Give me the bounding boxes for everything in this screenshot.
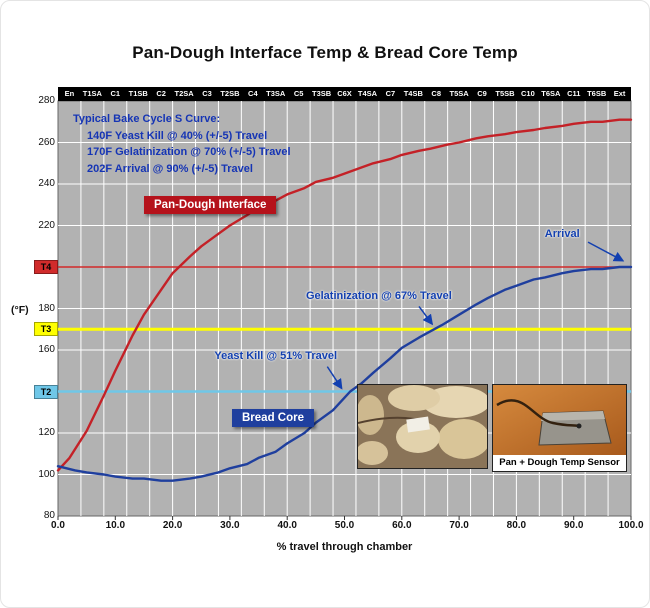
annotation-label: Yeast Kill @ 51% Travel — [214, 350, 338, 363]
chart-title: Pan-Dough Interface Temp & Bread Core Te… — [132, 43, 518, 62]
y-axis-tick-label: 120 — [38, 427, 55, 438]
x-axis-tick-label: 70.0 — [449, 520, 469, 531]
sensor-photo-image — [493, 385, 626, 455]
x-axis-tick-label: 60.0 — [392, 520, 412, 531]
zone-label: T2SB — [220, 89, 240, 98]
zone-label: T3SB — [312, 89, 332, 98]
x-axis-tick-label: 50.0 — [334, 520, 355, 531]
y-axis-unit-label: (°F) — [11, 304, 29, 316]
zone-label: C6X — [337, 89, 352, 98]
bread-core-label: Bread Core — [232, 409, 314, 427]
info-box-line: 140F Yeast Kill @ 40% (+/-5) Travel — [87, 129, 268, 142]
zone-label: T6SB — [587, 89, 607, 98]
x-axis-tick-label: 40.0 — [277, 520, 297, 531]
zone-label: C8 — [431, 89, 441, 98]
zone-label: T5SB — [495, 89, 515, 98]
x-axis-tick-label: 0.0 — [51, 520, 65, 531]
dough-photo — [357, 384, 488, 469]
info-box: Typical Bake Cycle S Curve: 140F Yeast K… — [73, 111, 291, 177]
zone-label: C7 — [385, 89, 396, 98]
pan-dough-interface-label: Pan-Dough Interface — [144, 196, 277, 214]
ref-line-label-t4: T4 — [34, 260, 58, 274]
annotation-arrow — [587, 241, 625, 262]
y-axis-tick-label: 240 — [38, 178, 55, 189]
info-box-title: Typical Bake Cycle S Curve: — [73, 113, 221, 125]
series-curve-pan-dough-interface — [56, 118, 633, 472]
zone-label: C11 — [567, 89, 581, 98]
zone-label: T3SA — [266, 89, 286, 98]
annotation-arrow — [326, 366, 343, 390]
x-axis-tick-label: 10.0 — [105, 520, 126, 531]
info-box-line: 202F Arrival @ 90% (+/-5) Travel — [87, 162, 253, 175]
zone-label: C3 — [202, 89, 212, 98]
zone-label: T4SB — [403, 89, 423, 98]
zone-label: C2 — [156, 89, 166, 98]
y-axis-tick-label: 100 — [38, 468, 55, 480]
zone-label: C4 — [248, 89, 258, 98]
zone-label: T1SA — [82, 89, 102, 98]
sensor-photo-block: Pan + Dough Temp Sensor — [492, 384, 627, 472]
zone-label: Ext — [613, 89, 626, 98]
zone-label: T4SA — [357, 89, 378, 98]
zone-label: T6SA — [541, 89, 561, 98]
ref-line-label-t3: T3 — [34, 322, 58, 337]
sensor-photo-caption: Pan + Dough Temp Sensor — [493, 455, 626, 471]
zone-label: C9 — [477, 89, 487, 98]
zone-bar: En T1SA C1 T1SB C2 T2SA C3 T2SB C4 T3SA C5 T3SB C6X T… — [58, 87, 631, 101]
y-axis-tick-label: 80 — [43, 510, 55, 521]
x-axis-tick-label: 80.0 — [506, 520, 527, 531]
x-axis-tick-label: 100.0 — [618, 520, 644, 531]
zone-label: C5 — [293, 89, 304, 98]
zone-label: C10 — [521, 89, 535, 98]
series-curve-bread-core — [56, 265, 633, 482]
y-axis-tick-label: 180 — [38, 302, 55, 314]
y-axis-tick-label: 280 — [38, 95, 55, 106]
y-axis-tick-label: 260 — [38, 136, 55, 148]
zone-label: T1SB — [128, 89, 148, 98]
x-axis-tick-label: 90.0 — [563, 520, 584, 531]
y-axis-tick-label: 160 — [38, 344, 55, 355]
x-axis-tick-label: 20.0 — [162, 520, 183, 531]
zone-label: T2SA — [174, 89, 194, 98]
info-box-line: 170F Gelatinization @ 70% (+/-5) Travel — [87, 146, 291, 158]
x-axis-tick-label: 30.0 — [220, 520, 240, 531]
annotation-label: Gelatinization @ 67% Travel — [305, 290, 452, 303]
zone-label: En — [64, 89, 75, 98]
zone-label: C1 — [110, 89, 121, 98]
annotation-label: Arrival — [544, 227, 580, 240]
zone-label: T5SA — [449, 89, 469, 98]
ref-line-label-t2: T2 — [34, 384, 58, 399]
annotation-arrow — [418, 305, 434, 326]
x-axis-title: % travel through chamber — [276, 541, 413, 553]
dough-photo-image — [358, 385, 487, 468]
y-axis-tick-label: 220 — [38, 219, 55, 231]
